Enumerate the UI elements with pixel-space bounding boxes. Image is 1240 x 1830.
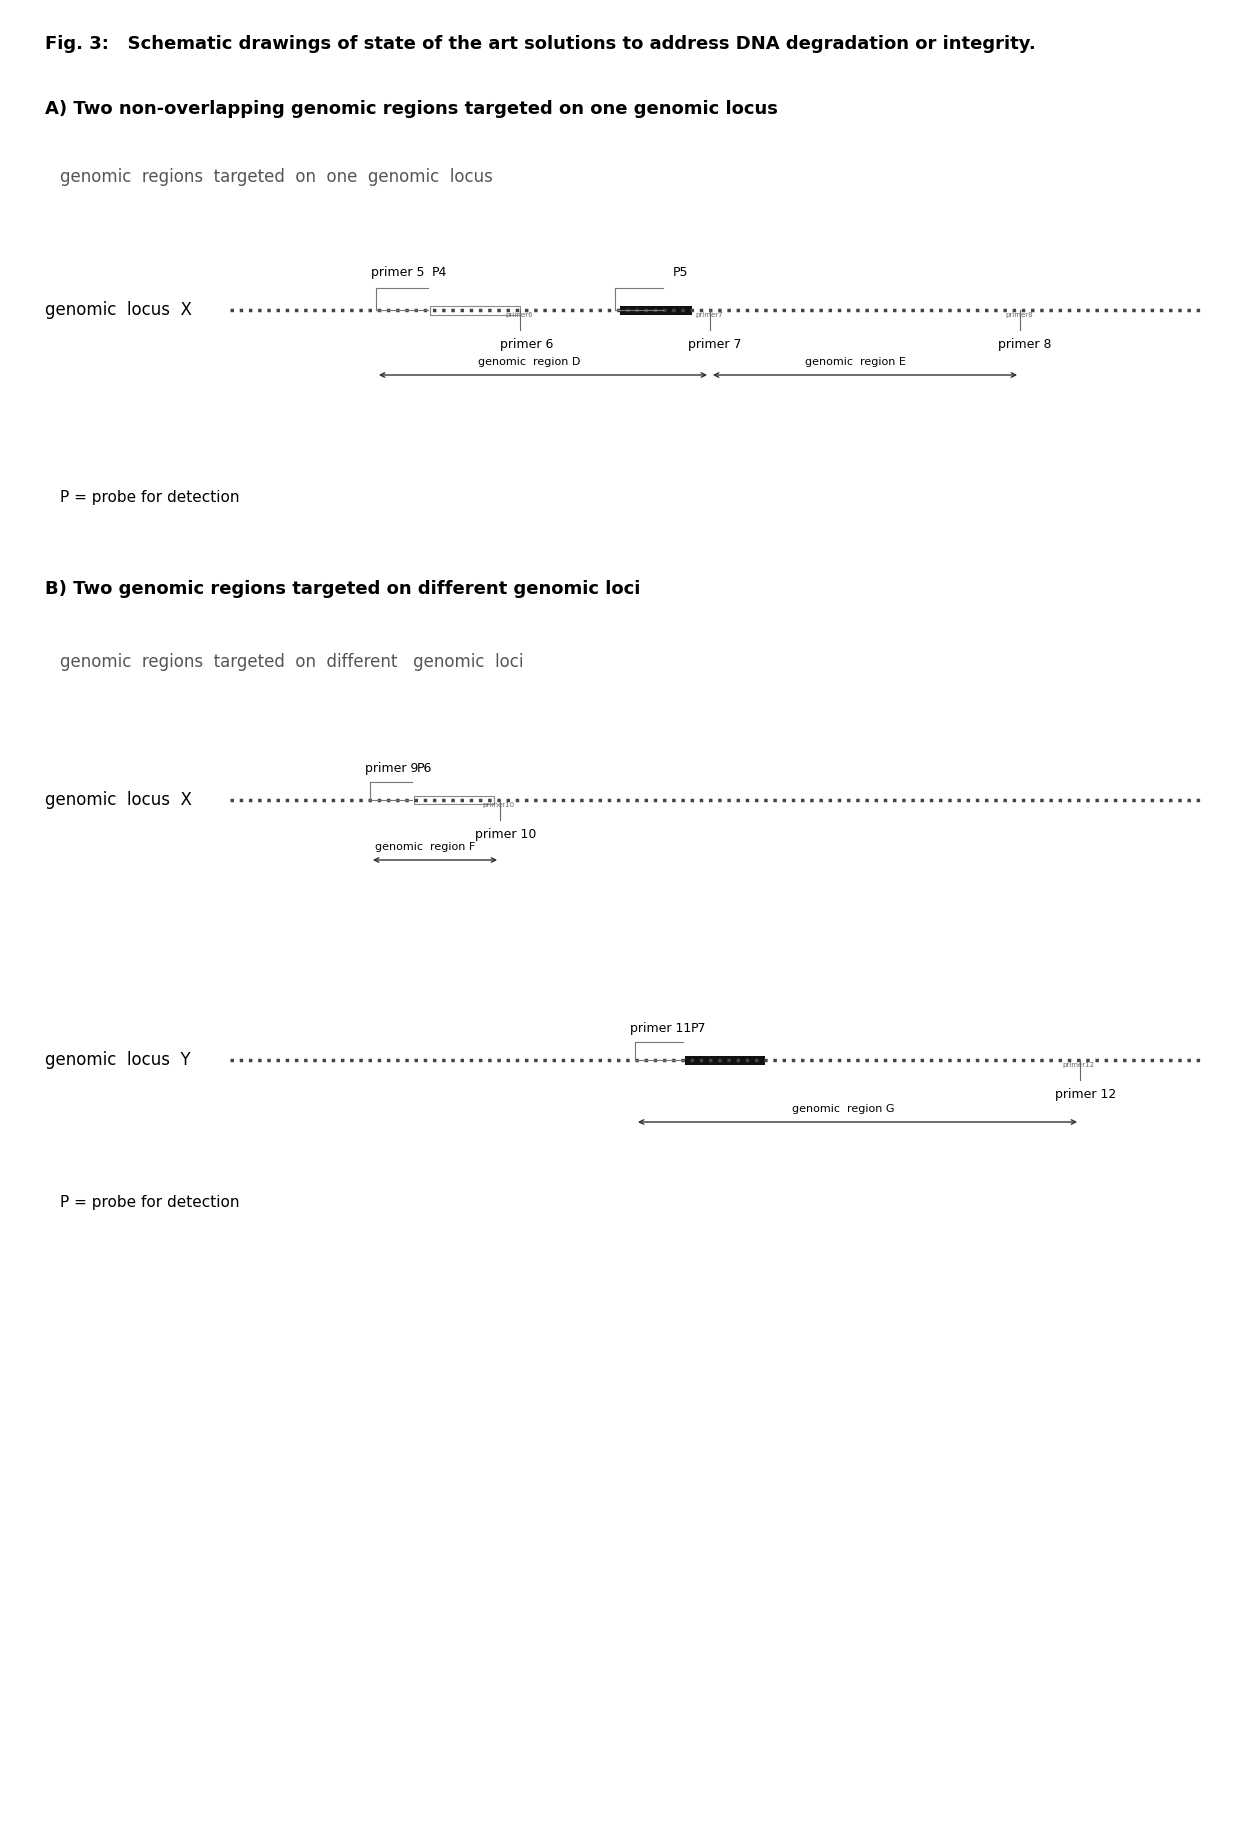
Text: B) Two genomic regions targeted on different genomic loci: B) Two genomic regions targeted on diffe… bbox=[45, 580, 640, 598]
Text: P4: P4 bbox=[432, 265, 448, 278]
Text: primer 11: primer 11 bbox=[630, 1021, 691, 1036]
Text: P5: P5 bbox=[673, 265, 688, 278]
Bar bbox=[430, 306, 520, 315]
Text: genomic  locus  Y: genomic locus Y bbox=[45, 1050, 191, 1069]
Text: primer12: primer12 bbox=[1061, 1061, 1094, 1069]
Text: primer 9: primer 9 bbox=[365, 761, 418, 774]
Text: A) Two non-overlapping genomic regions targeted on one genomic locus: A) Two non-overlapping genomic regions t… bbox=[45, 101, 777, 117]
Text: P7: P7 bbox=[691, 1021, 707, 1036]
Bar bbox=[684, 1056, 765, 1065]
Text: P6: P6 bbox=[417, 761, 433, 774]
Text: primer 6: primer 6 bbox=[500, 339, 553, 351]
Text: Fig. 3:   Schematic drawings of state of the art solutions to address DNA degrad: Fig. 3: Schematic drawings of state of t… bbox=[45, 35, 1035, 53]
Text: primer6: primer6 bbox=[505, 311, 533, 318]
Text: primer 7: primer 7 bbox=[688, 339, 742, 351]
Text: primer 12: primer 12 bbox=[1055, 1089, 1116, 1102]
Text: genomic  locus  X: genomic locus X bbox=[45, 300, 192, 318]
Text: genomic  region G: genomic region G bbox=[792, 1103, 894, 1114]
Text: genomic  region F: genomic region F bbox=[374, 842, 475, 853]
Text: primer8: primer8 bbox=[1004, 311, 1033, 318]
Text: primer7: primer7 bbox=[694, 311, 723, 318]
Text: genomic  regions  targeted  on  one  genomic  locus: genomic regions targeted on one genomic … bbox=[60, 168, 492, 187]
Text: P = probe for detection: P = probe for detection bbox=[60, 490, 239, 505]
Text: primer 5: primer 5 bbox=[371, 265, 424, 278]
Text: primer 10: primer 10 bbox=[475, 827, 537, 842]
Text: genomic  region E: genomic region E bbox=[805, 357, 906, 368]
Text: primer10: primer10 bbox=[482, 802, 515, 809]
Text: P = probe for detection: P = probe for detection bbox=[60, 1195, 239, 1210]
Text: genomic  region D: genomic region D bbox=[477, 357, 580, 368]
Bar bbox=[414, 796, 494, 803]
Text: primer 8: primer 8 bbox=[998, 339, 1052, 351]
Bar bbox=[620, 306, 692, 315]
Text: genomic  locus  X: genomic locus X bbox=[45, 791, 192, 809]
Text: genomic  regions  targeted  on  different   genomic  loci: genomic regions targeted on different ge… bbox=[60, 653, 523, 672]
